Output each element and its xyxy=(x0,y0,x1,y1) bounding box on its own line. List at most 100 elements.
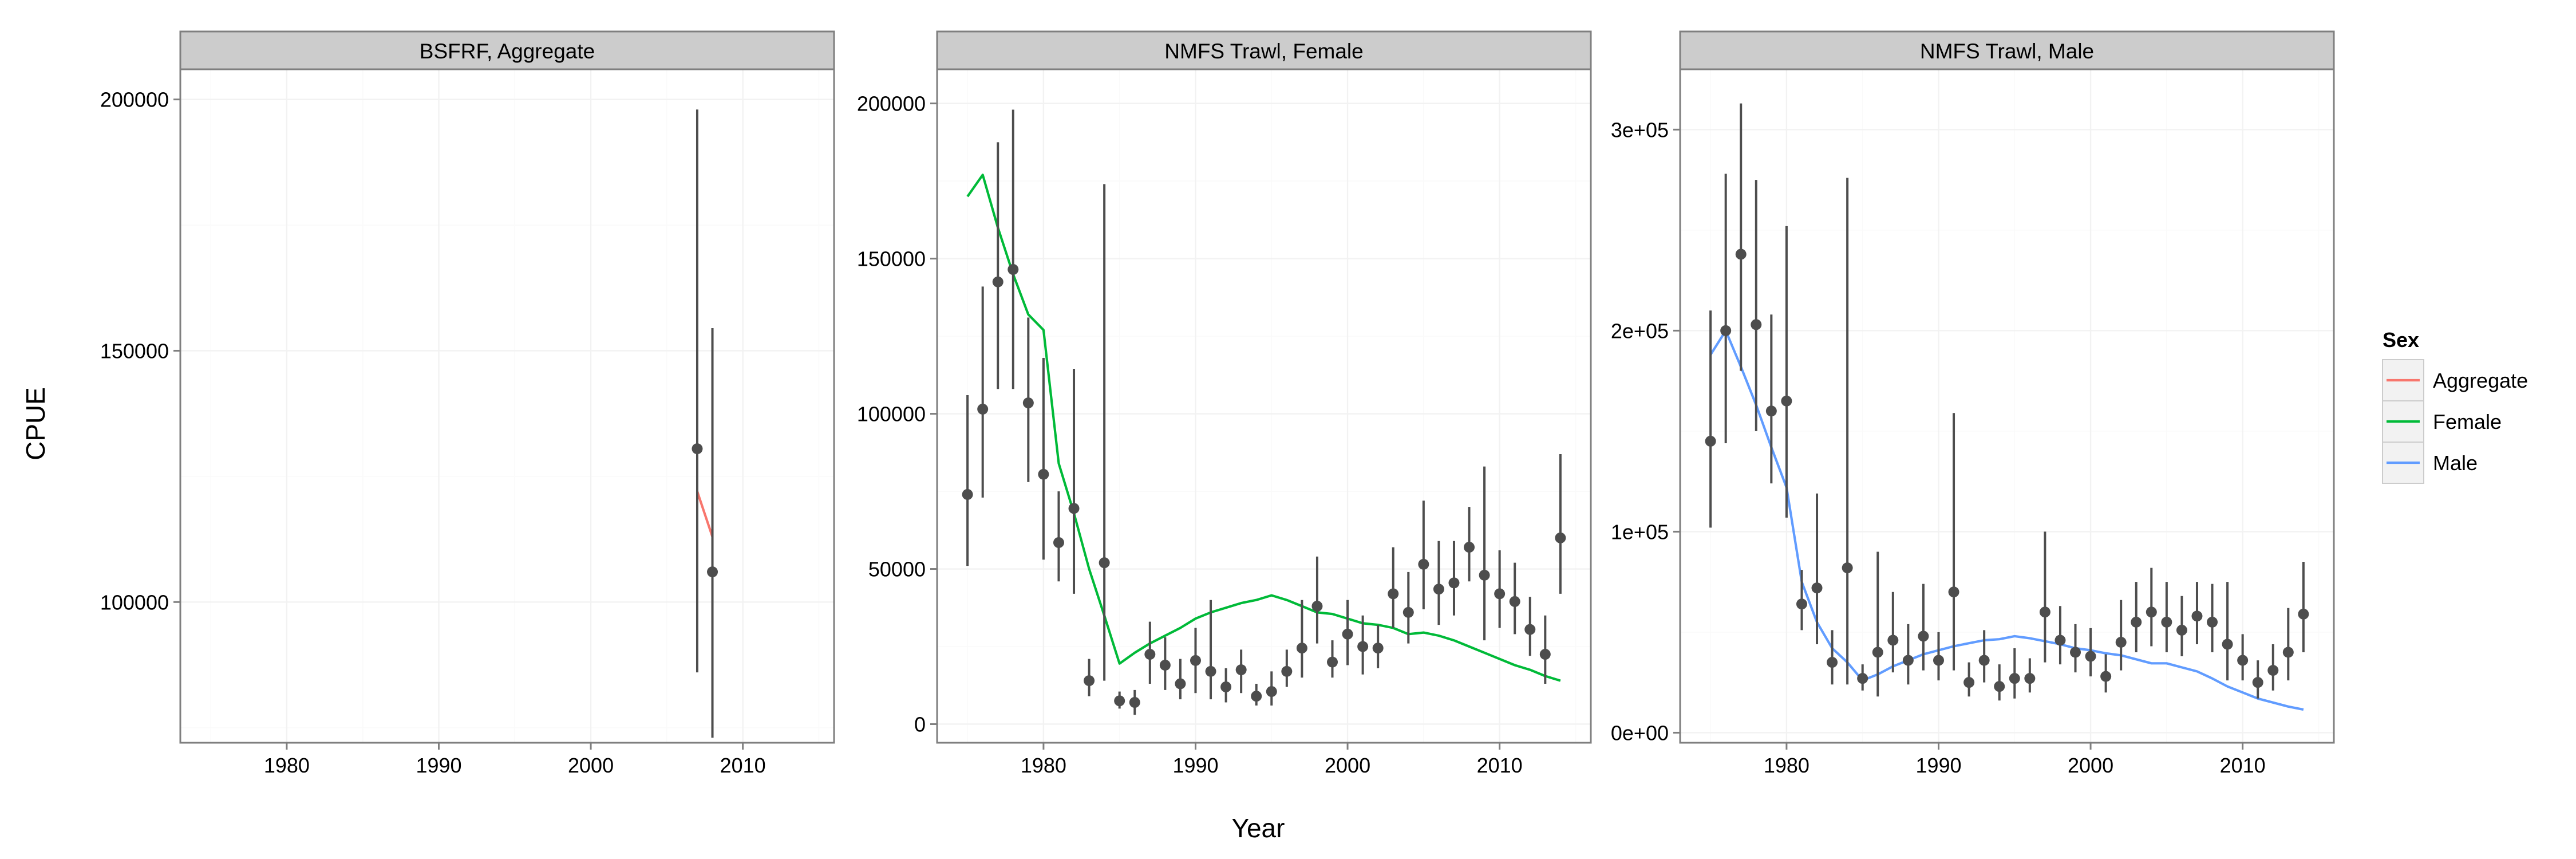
observed-point xyxy=(1494,588,1506,600)
facet-strip xyxy=(1679,30,2335,70)
observed-point xyxy=(1433,584,1444,595)
y-tick-label: 200000 xyxy=(857,92,926,116)
panel-background xyxy=(936,68,1592,744)
observed-point xyxy=(1720,325,1732,336)
observed-point xyxy=(962,488,973,500)
observed-point xyxy=(1281,665,1293,677)
gridlines xyxy=(180,69,834,743)
observed-point xyxy=(1781,395,1792,407)
x-axis-title: Year xyxy=(1232,813,1285,843)
observed-point xyxy=(2298,608,2309,620)
observed-point xyxy=(1963,677,1975,688)
observed-point xyxy=(1539,649,1551,660)
observed-point xyxy=(692,443,703,455)
panel-background xyxy=(179,68,835,744)
observed-point xyxy=(1342,628,1353,640)
facet-strip-label: NMFS Trawl, Male xyxy=(1920,40,2094,63)
observed-point xyxy=(1994,681,2005,692)
x-tick-label: 2000 xyxy=(1325,754,1370,777)
observed-point xyxy=(2085,651,2096,662)
observed-point xyxy=(2282,647,2294,658)
observed-point xyxy=(1327,656,1338,668)
facet-strip xyxy=(179,30,835,70)
observed-point xyxy=(2024,673,2036,684)
facet-strip-label: BSFRF, Aggregate xyxy=(420,40,595,63)
y-tick-label: 50000 xyxy=(868,558,926,581)
legend-entry: Female xyxy=(2382,400,2502,443)
observed-point xyxy=(1144,649,1156,660)
facet-panel-3: NMFS Trawl, Male 1980 1990 2000 2010 0e+00 1e+… xyxy=(1611,30,2335,777)
observed-point xyxy=(1388,588,1399,600)
y-tick-label: 0 xyxy=(914,712,926,736)
observed-point xyxy=(1872,647,1883,658)
y-tick-label: 0e+00 xyxy=(1611,721,1669,744)
observed-point xyxy=(707,566,718,578)
observed-point xyxy=(1357,641,1369,652)
axes: 1980 1990 2000 2010 0e+00 1e+05 2e+05 3e+05 xyxy=(1611,118,2266,777)
observed-point xyxy=(2237,655,2249,666)
y-tick-label: 100000 xyxy=(100,590,169,614)
x-tick-label: 2010 xyxy=(2220,754,2266,777)
x-tick-label: 2010 xyxy=(1477,754,1523,777)
observed-point xyxy=(2115,636,2127,648)
observed-point xyxy=(1402,606,1414,618)
observed-point xyxy=(1099,557,1110,569)
observed-point xyxy=(2176,624,2187,636)
observed-point xyxy=(1479,569,1490,581)
observed-point xyxy=(1068,503,1080,514)
observed-point xyxy=(1827,657,1838,668)
legend-entry: Aggregate xyxy=(2382,359,2528,401)
observed-point xyxy=(1311,601,1323,612)
legend-label: Female xyxy=(2433,410,2502,434)
predicted-line xyxy=(696,491,714,537)
observed-point xyxy=(2131,616,2142,628)
observed-point xyxy=(1296,643,1307,654)
observed-point xyxy=(2267,665,2279,676)
observed-point xyxy=(2207,616,2218,628)
observed-point xyxy=(2222,639,2233,650)
observed-point xyxy=(1220,681,1232,692)
panel-background xyxy=(1679,68,2335,744)
x-tick-label: 2000 xyxy=(2068,754,2113,777)
observed-point xyxy=(2252,677,2263,688)
y-tick-label: 2e+05 xyxy=(1611,319,1669,342)
observed-point xyxy=(1084,675,1095,687)
observed-point xyxy=(1842,562,1853,574)
x-tick-label: 1980 xyxy=(1021,754,1066,777)
observed-point xyxy=(1811,582,1823,594)
observed-point xyxy=(992,276,1003,287)
observed-point xyxy=(1509,596,1520,607)
observed-point xyxy=(1857,673,1868,684)
y-axis-title: CPUE xyxy=(21,387,50,460)
observed-point xyxy=(1175,678,1186,689)
facet-strip xyxy=(936,30,1592,70)
y-tick-label: 100000 xyxy=(857,403,926,426)
observed-point xyxy=(1948,586,1959,598)
observed-point xyxy=(1205,665,1216,677)
observed-point xyxy=(1448,577,1460,589)
observed-point xyxy=(1266,686,1277,698)
observed-point xyxy=(1735,249,1747,260)
y-tick-label: 3e+05 xyxy=(1611,118,1669,141)
observed-point xyxy=(1159,660,1171,671)
observed-point xyxy=(1114,695,1125,707)
observed-point xyxy=(1751,319,1762,330)
observed-point xyxy=(1418,558,1429,570)
observed-point xyxy=(1524,624,1536,635)
facet-panel-1: BSFRF, Aggregate 1980 1990 2000 2010 100000 15… xyxy=(100,30,835,777)
predicted-line xyxy=(966,174,1561,682)
observed-point xyxy=(1190,655,1201,666)
x-tick-label: 1980 xyxy=(1764,754,1809,777)
facet-panels: BSFRF, Aggregate 1980 1990 2000 2010 100000 15… xyxy=(100,30,2335,777)
observed-point xyxy=(1555,532,1566,543)
observed-point xyxy=(1978,655,1990,666)
x-tick-label: 1990 xyxy=(1172,754,1218,777)
y-tick-label: 1e+05 xyxy=(1611,520,1669,543)
observed-point xyxy=(2039,606,2050,618)
legend-entry: Male xyxy=(2382,442,2478,484)
observed-point xyxy=(2009,673,2020,684)
x-tick-label: 2000 xyxy=(568,754,614,777)
observed-point xyxy=(1705,435,1716,447)
facet-panel-2: NMFS Trawl, Female 1980 1990 2000 2010 0 50000… xyxy=(857,30,1592,777)
gridlines xyxy=(1680,69,2334,743)
